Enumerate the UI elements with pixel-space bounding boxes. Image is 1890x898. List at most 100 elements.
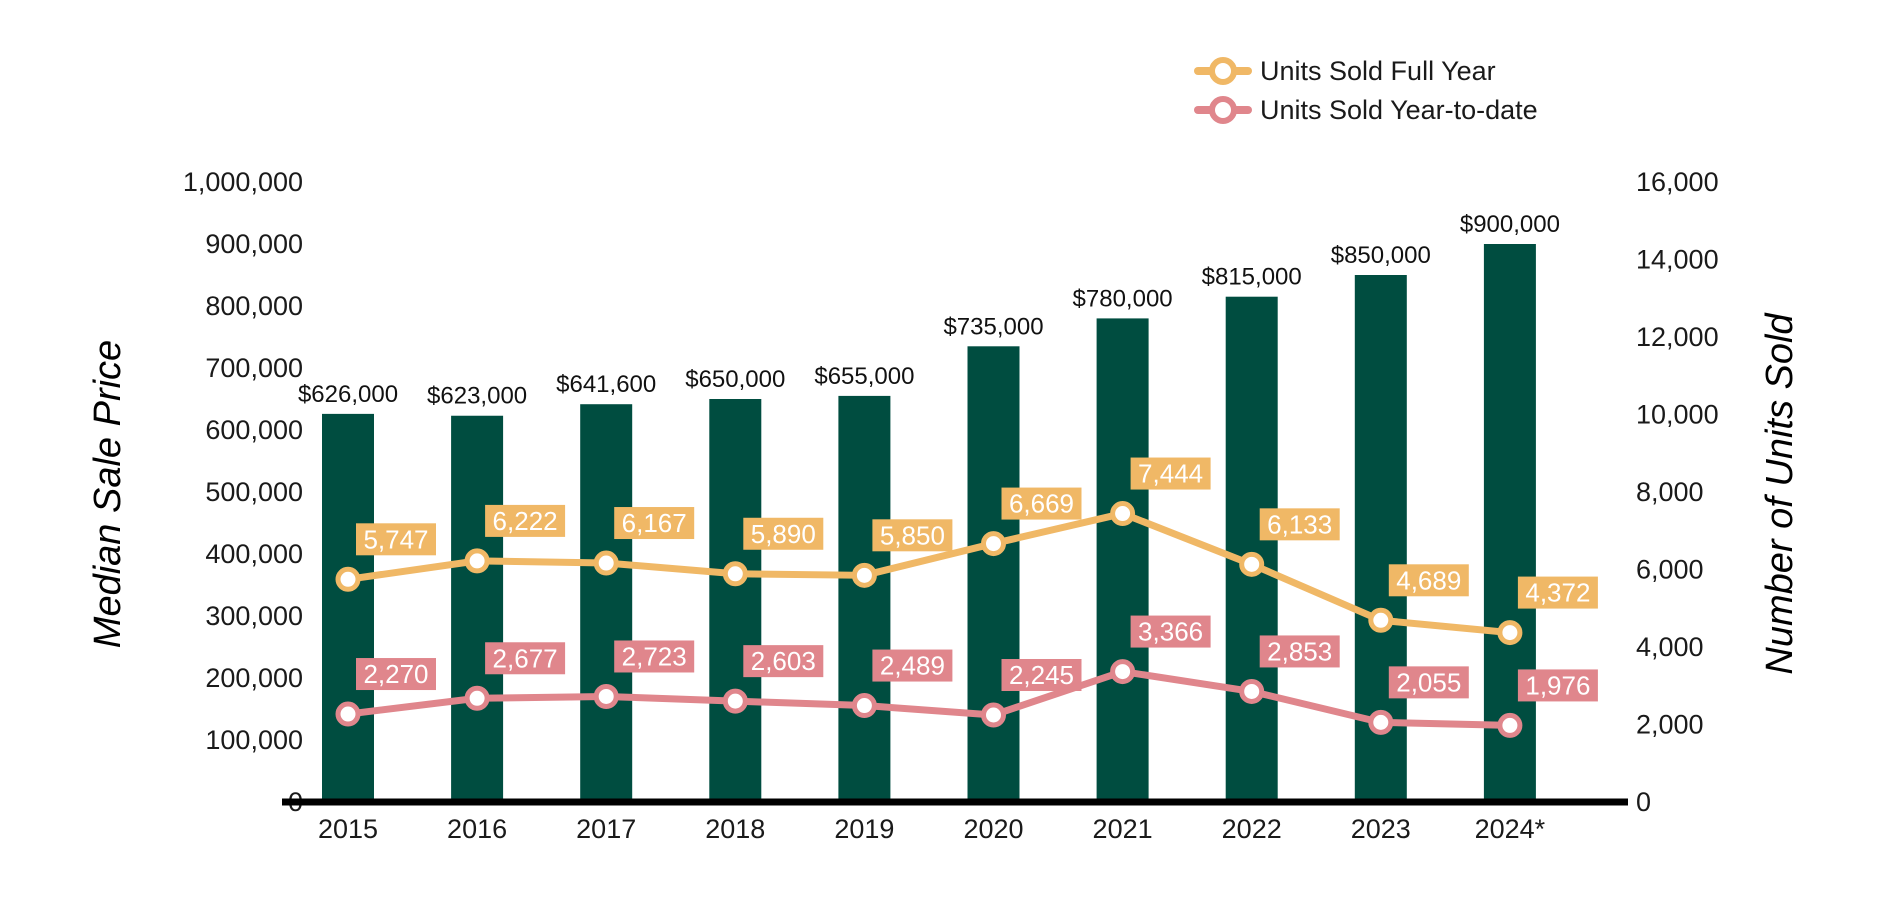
series-point (722, 688, 748, 714)
category-label: 2019 (834, 814, 894, 844)
series-point (1368, 607, 1394, 633)
bar-value-label: $641,600 (556, 371, 656, 398)
data-label-box (872, 519, 953, 552)
data-label: 2,723 (622, 641, 687, 671)
bar-value-label: $900,000 (1460, 211, 1560, 238)
legend-item-ytd: Units Sold Year-to-date (1194, 95, 1538, 125)
data-label-box (1259, 508, 1340, 541)
left-tick-label: 100,000 (205, 725, 303, 755)
series-point (1497, 712, 1523, 738)
data-label: 6,669 (1009, 489, 1074, 519)
series-line (347, 510, 1511, 637)
left-tick-label: 900,000 (205, 229, 303, 259)
category-label: 2017 (576, 814, 636, 844)
right-tick-label: 12,000 (1636, 322, 1719, 352)
data-label-box (356, 658, 436, 691)
category-label: 2016 (447, 814, 507, 844)
data-label: 5,747 (363, 524, 428, 554)
bar-series (322, 244, 1536, 802)
bar (709, 399, 762, 802)
line-data-labels: 5,747 6,222 6,167 5,890 5,850 6,669 7,444 6,133… (356, 457, 1598, 702)
legend: Units Sold Full Year Units Sold Year-to-… (1194, 56, 1538, 125)
series-point (722, 561, 748, 587)
bar (1483, 244, 1536, 802)
bar-value-label: $780,000 (1073, 285, 1173, 312)
left-axis-title: Median Sale Price (87, 340, 129, 648)
category-labels: 2015 2016 2017 2018 2019 2020 2021 2022 2023 2024… (318, 814, 1546, 844)
series-point (981, 531, 1006, 557)
right-tick-label: 10,000 (1636, 400, 1719, 430)
line-series (335, 501, 1523, 738)
series-point (851, 562, 877, 588)
series-point (1239, 551, 1265, 577)
left-tick-label: 700,000 (205, 353, 303, 383)
series-point (593, 683, 619, 709)
data-label: 7,444 (1138, 459, 1203, 489)
data-label-box (485, 642, 566, 675)
left-tick-label: 300,000 (205, 601, 303, 631)
data-label: 2,677 (493, 643, 558, 673)
series-point (335, 701, 361, 727)
data-label: 2,853 (1267, 636, 1332, 666)
right-axis-ticks: 0 2,000 4,000 6,000 8,000 10,000 12,000 14,000 1… (1636, 167, 1719, 817)
data-label-box (1259, 635, 1340, 668)
bar-value-label: $850,000 (1331, 242, 1431, 269)
data-label-box (485, 504, 566, 537)
series-line (347, 668, 1510, 729)
bar-value-label: $650,000 (685, 366, 785, 393)
data-label: 6,133 (1267, 509, 1332, 539)
data-label-box (743, 645, 824, 678)
right-axis-title: Number of Units Sold (1759, 312, 1801, 675)
category-label: 2023 (1351, 814, 1411, 844)
bar-value-label: $735,000 (943, 313, 1043, 340)
data-label: 2,489 (880, 651, 945, 681)
category-label: 2015 (318, 814, 378, 844)
data-label: 5,890 (751, 519, 816, 549)
category-label: 2020 (963, 814, 1023, 844)
left-axis-ticks: 0100,000200,000300,000400,000500,000600,… (183, 167, 303, 817)
left-tick-label: 500,000 (205, 477, 303, 507)
data-label: 2,603 (751, 646, 816, 676)
data-label: 3,366 (1138, 617, 1203, 647)
bar-value-label: $623,000 (427, 383, 527, 410)
legend-item-full-year: Units Sold Full Year (1194, 56, 1496, 86)
series-point (851, 693, 877, 719)
left-tick-label: 400,000 (205, 539, 303, 569)
legend-label-full-year: Units Sold Full Year (1260, 56, 1496, 86)
data-label: 2,245 (1009, 660, 1074, 690)
data-label-box (1001, 659, 1082, 692)
left-tick-label: 200,000 (205, 663, 303, 693)
series-point (1497, 620, 1523, 646)
bar (322, 413, 374, 802)
category-label: 2022 (1222, 814, 1282, 844)
data-label: 4,372 (1525, 578, 1590, 608)
data-label: 5,850 (880, 520, 945, 550)
right-tick-label: 4,000 (1636, 632, 1704, 662)
bar (580, 404, 633, 802)
data-label: 2,055 (1396, 667, 1461, 697)
data-label: 6,222 (493, 506, 558, 536)
data-label-box (1388, 666, 1469, 699)
data-label-box (614, 640, 695, 673)
category-label: 2021 (1093, 814, 1153, 844)
data-label-box (1517, 576, 1598, 609)
left-tick-label: 800,000 (205, 291, 303, 321)
data-label-box (614, 507, 695, 540)
data-label-box (356, 523, 436, 556)
bar (967, 346, 1020, 802)
bar (1096, 318, 1149, 802)
data-label-box (1130, 615, 1211, 648)
data-label-box (743, 517, 824, 550)
right-tick-label: 8,000 (1636, 477, 1704, 507)
legend-label-ytd: Units Sold Year-to-date (1260, 95, 1538, 125)
data-label-box (872, 649, 953, 682)
series-point (1110, 659, 1136, 685)
series-point (1368, 709, 1394, 735)
bar (838, 395, 891, 802)
series-point (981, 702, 1006, 728)
left-tick-label: 600,000 (205, 415, 303, 445)
series-point (464, 685, 490, 711)
data-label: 1,976 (1525, 670, 1590, 700)
right-tick-label: 14,000 (1636, 245, 1719, 275)
